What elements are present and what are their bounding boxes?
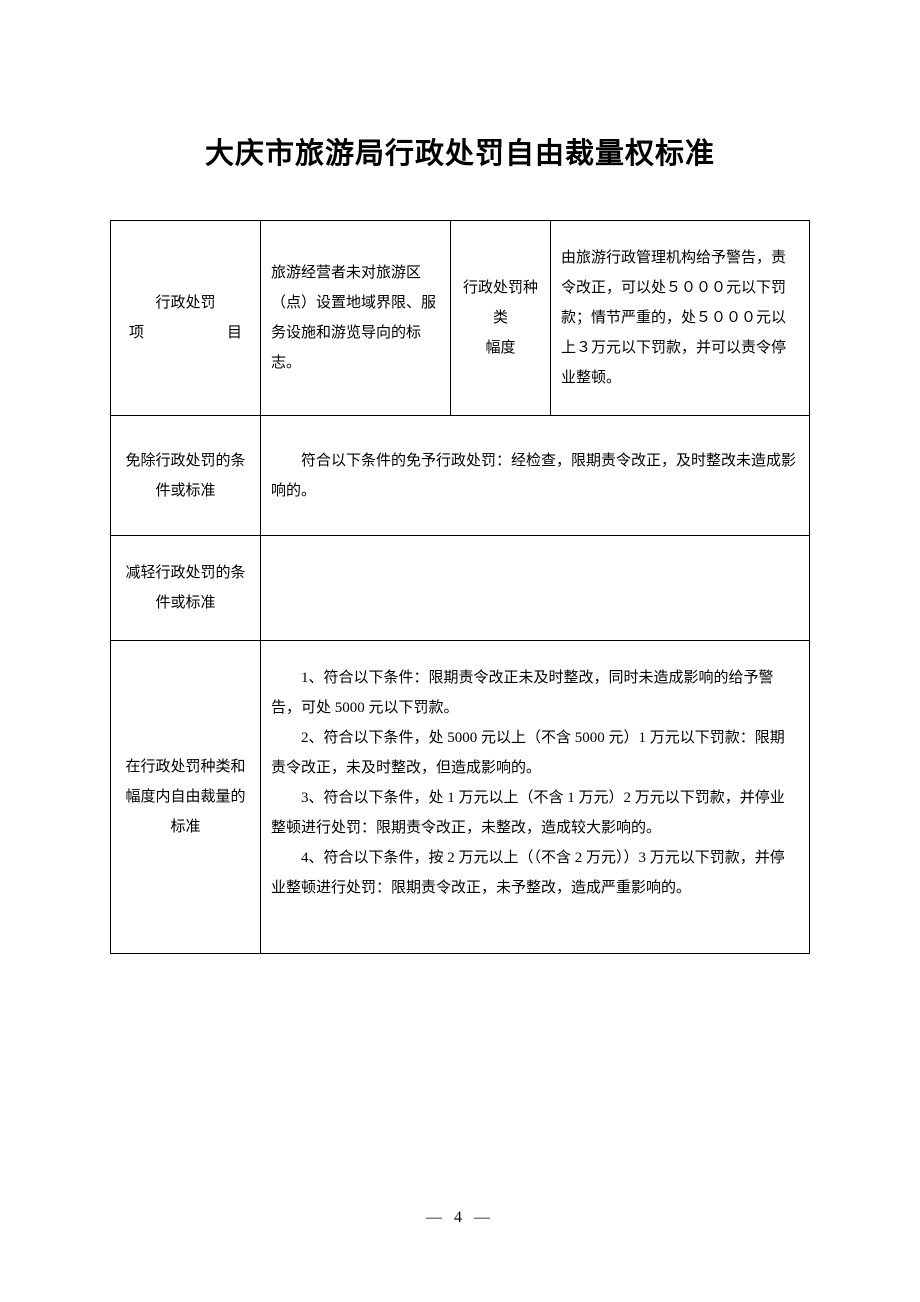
- regulation-table: 行政处罚 项 目 旅游经营者未对旅游区（点）设置地域界限、服务设施和游览导向的标…: [110, 220, 810, 954]
- page-number: — 4 —: [0, 1209, 920, 1227]
- row4-p2: 2、符合以下条件，处 5000 元以上（不含 5000 元）1 万元以下罚款：限…: [271, 723, 799, 783]
- row4-p1: 1、符合以下条件：限期责令改正未及时整改，同时未造成影响的给予警告，可处 500…: [271, 663, 799, 723]
- table-row: 减轻行政处罚的条件或标准: [111, 536, 810, 641]
- row1-label: 行政处罚 项 目: [111, 221, 261, 416]
- label-char-a: 项: [129, 318, 144, 348]
- row3-label: 减轻行政处罚的条件或标准: [111, 536, 261, 641]
- page-title: 大庆市旅游局行政处罚自由裁量权标准: [110, 130, 810, 172]
- row1-desc: 旅游经营者未对旅游区（点）设置地域界限、服务设施和游览导向的标志。: [261, 221, 451, 416]
- row4-p3: 3、符合以下条件，处 1 万元以上（不含 1 万元）2 万元以下罚款，并停业整顿…: [271, 783, 799, 843]
- label-char-b: 目: [227, 318, 242, 348]
- row1-right: 由旅游行政管理机构给予警告，责令改正，可以处５０００元以下罚款；情节严重的，处５…: [551, 221, 810, 416]
- table-row: 在行政处罚种类和幅度内自由裁量的标准 1、符合以下条件：限期责令改正未及时整改，…: [111, 641, 810, 954]
- middle-label-line1: 行政处罚种类: [461, 273, 540, 333]
- label-text-line1: 行政处罚: [121, 288, 250, 318]
- row2-label: 免除行政处罚的条件或标准: [111, 416, 261, 536]
- label-text-line2: 项 目: [121, 318, 250, 348]
- row2-text: 符合以下条件的免予行政处罚：经检查，限期责令改正，及时整改未造成影响的。: [271, 446, 799, 506]
- middle-label-line2: 幅度: [461, 333, 540, 363]
- row4-content: 1、符合以下条件：限期责令改正未及时整改，同时未造成影响的给予警告，可处 500…: [261, 641, 810, 954]
- row2-content: 符合以下条件的免予行政处罚：经检查，限期责令改正，及时整改未造成影响的。: [261, 416, 810, 536]
- document-page: 大庆市旅游局行政处罚自由裁量权标准 行政处罚 项 目 旅游经营者未对旅游区（点）…: [0, 0, 920, 954]
- row4-label: 在行政处罚种类和幅度内自由裁量的标准: [111, 641, 261, 954]
- table-row: 免除行政处罚的条件或标准 符合以下条件的免予行政处罚：经检查，限期责令改正，及时…: [111, 416, 810, 536]
- row3-content: [261, 536, 810, 641]
- row1-middle-label: 行政处罚种类 幅度: [451, 221, 551, 416]
- row4-p4: 4、符合以下条件，按 2 万元以上（（不含 2 万元））3 万元以下罚款，并停业…: [271, 843, 799, 903]
- table-row: 行政处罚 项 目 旅游经营者未对旅游区（点）设置地域界限、服务设施和游览导向的标…: [111, 221, 810, 416]
